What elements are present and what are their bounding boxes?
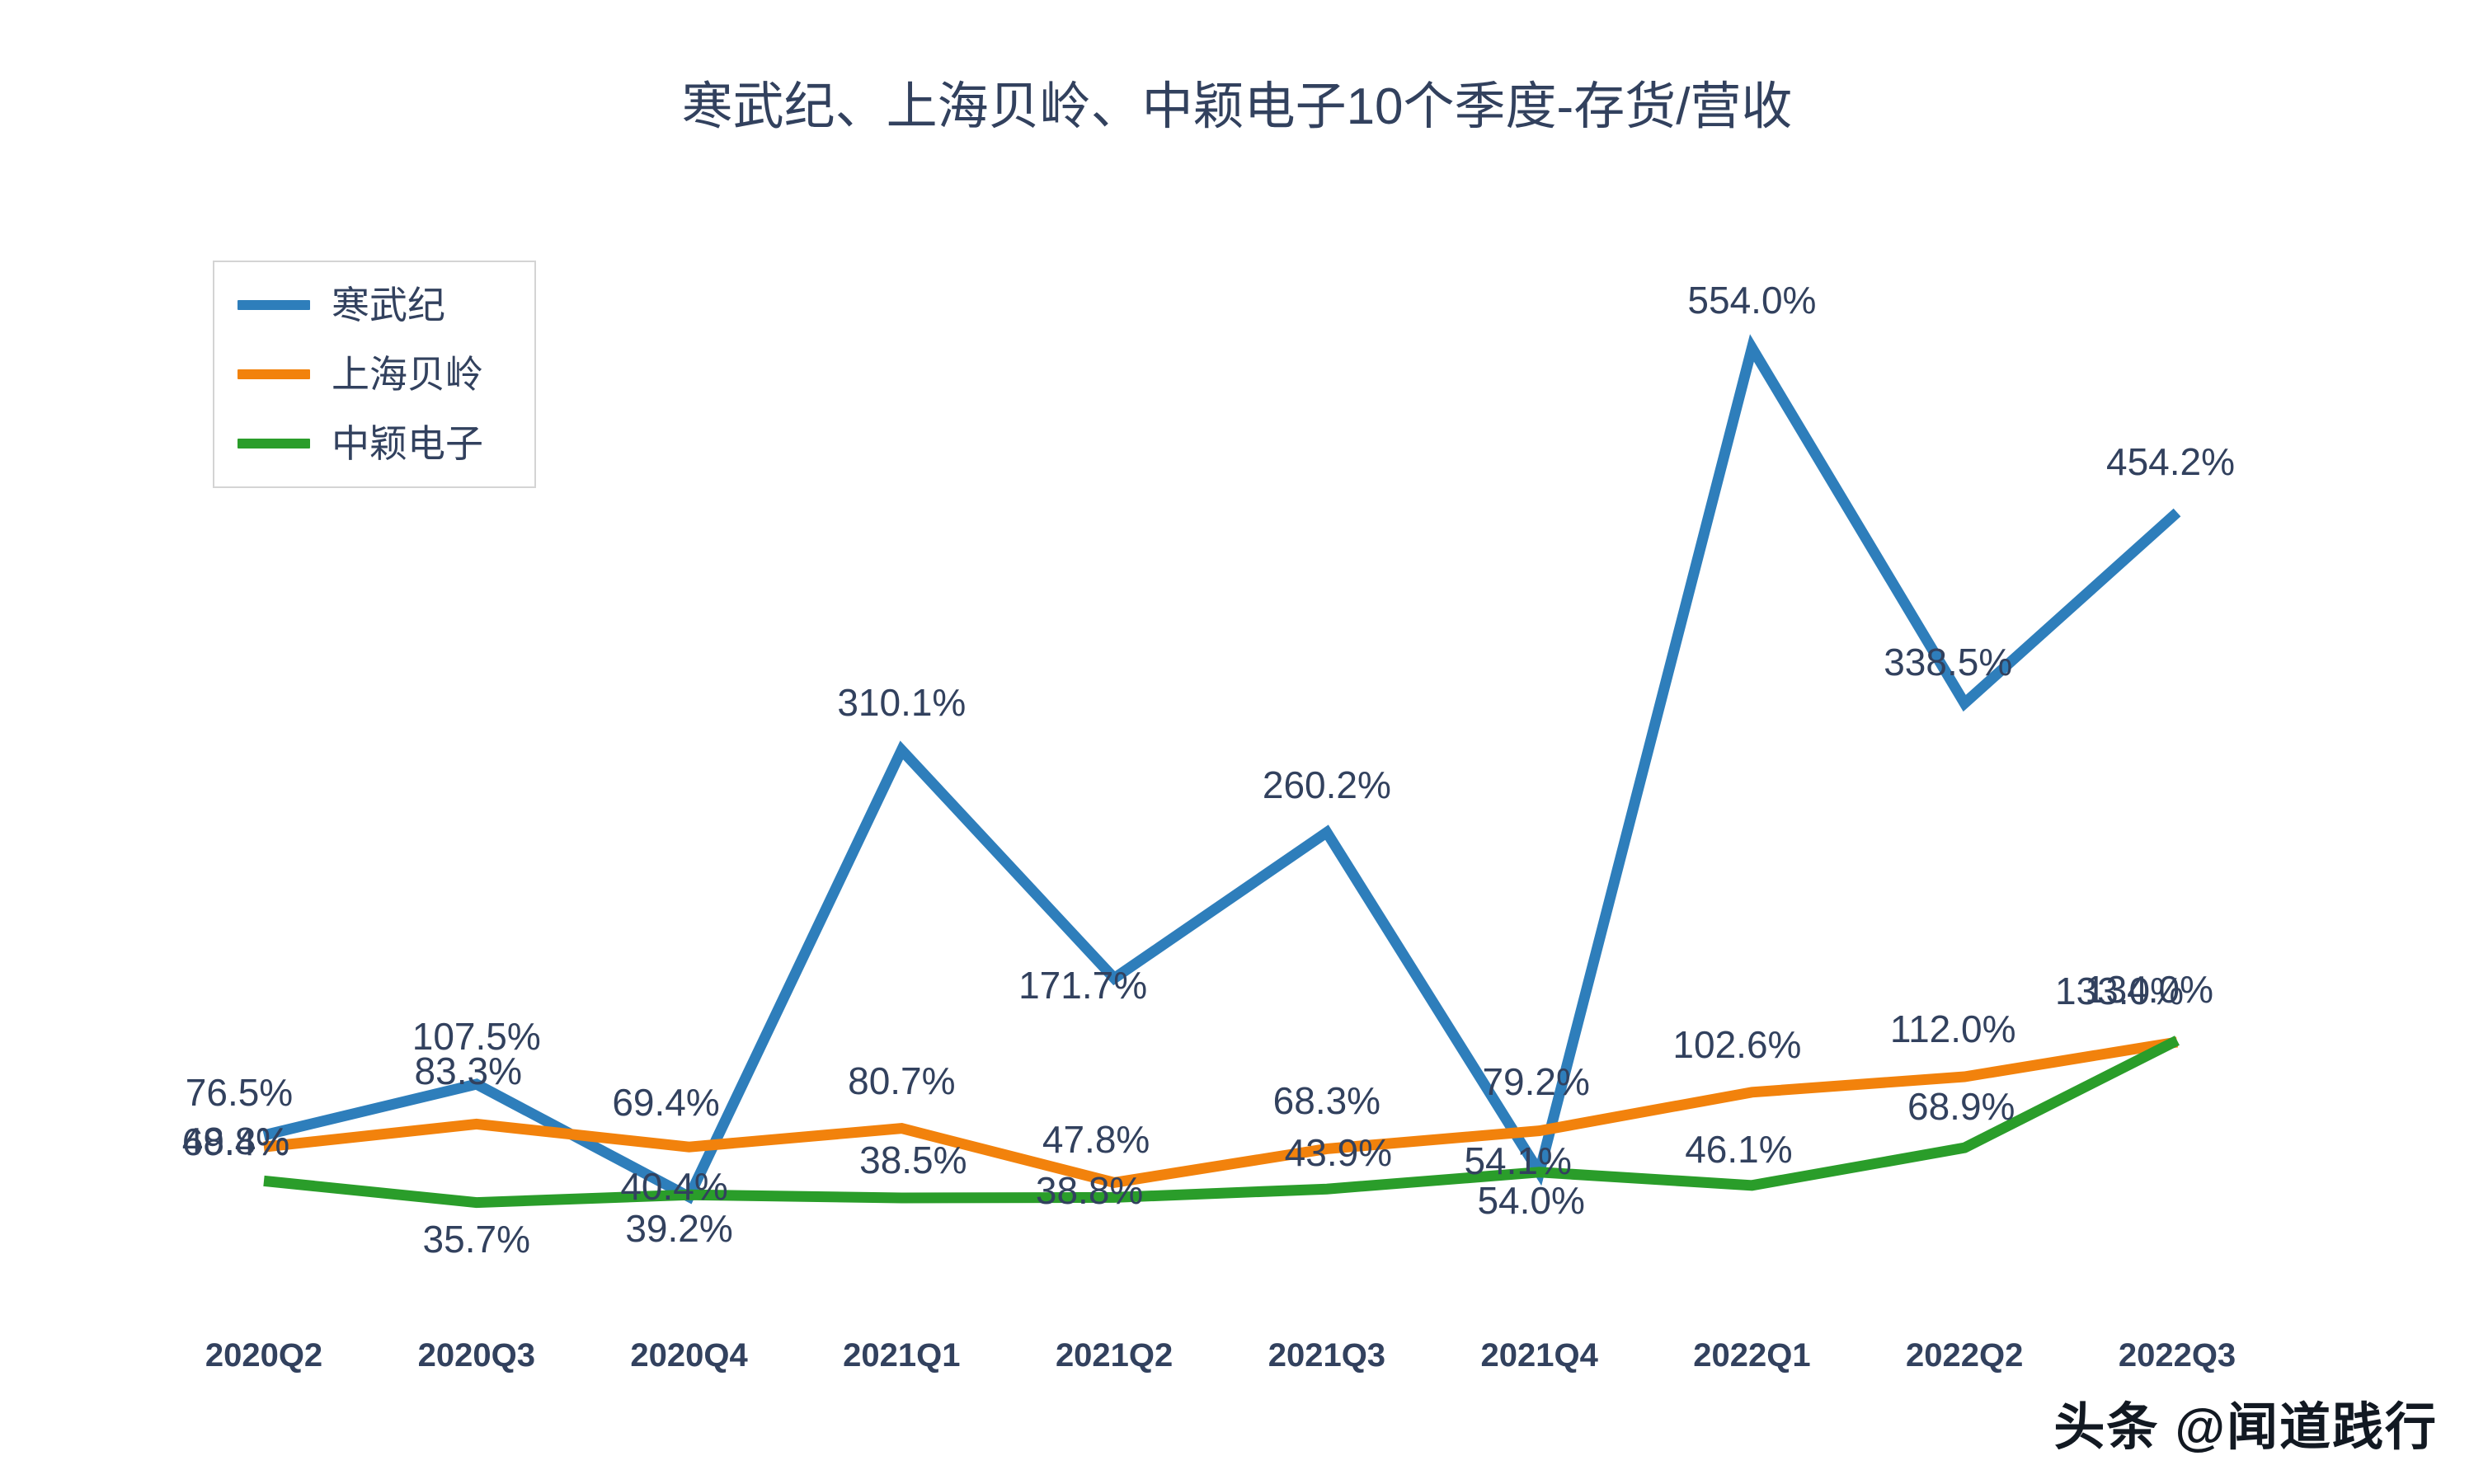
data-label: 554.0% [1687,279,1817,322]
legend-swatch-icon [238,300,310,310]
legend-swatch-icon [238,439,310,448]
legend-item[interactable]: 中颖电子 [238,409,534,478]
x-axis-tick: 2021Q3 [1268,1337,1386,1374]
x-axis-tick: 2021Q4 [1480,1337,1598,1374]
data-label: 47.8% [1042,1118,1150,1162]
data-label: 38.8% [1035,1169,1144,1213]
data-label: 454.2% [2105,439,2236,483]
data-label: 112.0% [1889,1007,2016,1050]
data-label: 260.2% [1262,763,1391,806]
legend-item[interactable]: 上海贝岭 [238,340,534,409]
series-line [263,1036,2180,1209]
legend-item[interactable]: 寒武纪 [238,270,534,340]
x-axis-tick: 2022Q1 [1693,1337,1811,1374]
data-label: 171.7% [1018,963,1148,1007]
data-label: 133.0% [2054,970,2185,1012]
data-label: 54.0% [1477,1179,1585,1222]
legend: 寒武纪上海贝岭中颖电子 [213,261,536,488]
data-label: 83.3% [414,1050,522,1093]
x-axis-tick: 2022Q3 [2118,1337,2236,1374]
data-label: 46.1% [1685,1127,1793,1171]
data-label: 79.2% [1482,1059,1590,1103]
data-label: 40.4% [620,1165,728,1209]
data-label: 134.0% [2084,968,2214,1011]
chart-title: 寒武纪、上海贝岭、中颖电子10个季度-存货/营收 [681,78,1793,135]
data-label: 69.4% [612,1081,720,1125]
data-label: 80.7% [848,1059,956,1102]
data-label: 76.5% [185,1071,294,1114]
x-axis-tick: 2022Q2 [1906,1337,2024,1374]
data-label: 68.3% [1272,1079,1381,1123]
x-axis-tick: 2021Q1 [843,1337,961,1374]
x-axis-tick: 2020Q3 [417,1337,535,1374]
data-label: 48.8% [181,1120,290,1163]
legend-swatch-icon [238,369,310,379]
data-label: 39.2% [625,1206,733,1250]
data-label: 43.9% [1284,1131,1393,1175]
legend-item-label: 寒武纪 [332,284,445,326]
data-label: 35.7% [422,1217,530,1261]
x-axis-tick: 2021Q2 [1055,1337,1174,1374]
data-label: 107.5% [412,1015,541,1058]
data-label: 338.5% [1884,641,2013,683]
data-label: 69.4% [181,1120,290,1164]
legend-item-label: 上海贝岭 [332,353,483,396]
data-label: 68.9% [1907,1085,2015,1129]
data-label: 310.1% [837,680,967,724]
series-line [263,1036,2179,1189]
watermark: 头条 @闻道践行 [2053,1399,2438,1456]
data-label: 102.6% [1672,1022,1802,1066]
legend-item-label: 中颖电子 [332,422,483,465]
x-axis-tick: 2020Q4 [630,1337,748,1374]
data-label: 54.1% [1464,1139,1572,1182]
data-label: 38.5% [859,1139,967,1181]
x-axis-tick: 2020Q2 [205,1337,323,1374]
